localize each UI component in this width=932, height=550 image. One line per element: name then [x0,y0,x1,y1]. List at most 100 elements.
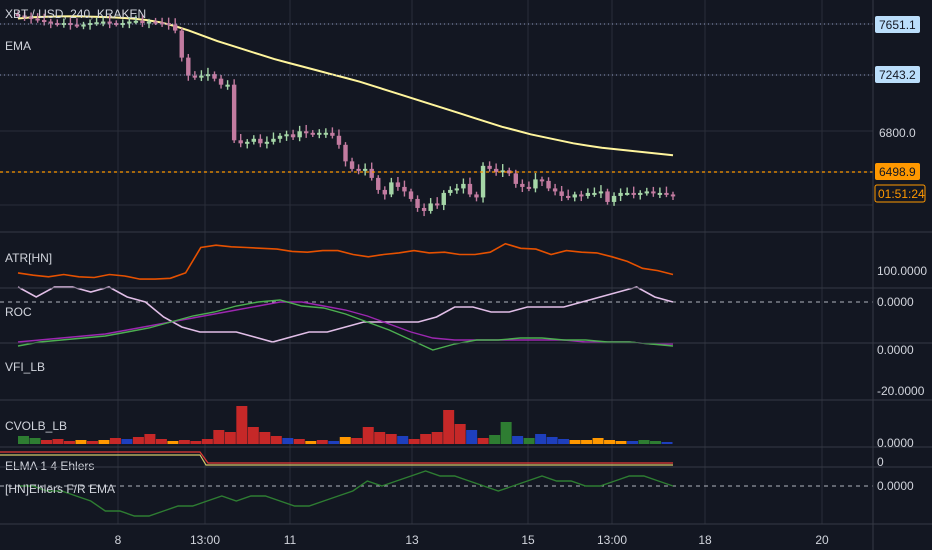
volume-bar [385,434,397,444]
candle-body [651,191,656,194]
candle-body [428,203,433,211]
atr-label[interactable]: ATR[HN] [5,251,52,265]
price-axis[interactable]: 7651.1 7243.2 6800.0 6498.9 01:51:24 100… [874,16,927,493]
volume-bar [535,434,547,444]
volume-bar [18,436,29,444]
volume-bar [167,441,179,444]
ema-label[interactable]: EMA [5,39,31,53]
candle-body [133,20,139,23]
candle-body [421,207,427,211]
candle-body [500,170,505,173]
volume-bar [52,439,64,444]
atr-pane[interactable]: ATR[HN] [5,242,674,280]
candle-body [624,192,630,195]
candle-body [507,170,512,174]
price-tag-level [875,66,920,83]
candle-body [598,191,604,194]
candle-body [22,15,27,18]
candle-body [310,132,315,135]
price-tag-high [875,16,920,33]
vfi-label[interactable]: VFI_LB [5,360,45,374]
volume-bar [247,427,259,444]
volume-bar [523,438,535,444]
candle-body [415,198,420,208]
candle-body [297,131,302,138]
volume-bar [397,436,409,444]
candle-body [173,24,178,31]
candle-body [487,165,492,169]
candle-body [395,182,401,187]
candle-body [120,23,125,26]
candle-body [408,191,414,199]
roc-series [17,286,674,343]
candle-body [664,192,669,195]
cvol-axis-value: 0.0000 [877,436,914,450]
ehlers-label[interactable]: [HN]Ehlers F/R EMA [5,482,115,496]
volume-bar [155,439,167,444]
volume-bar [627,441,639,444]
symbol-title[interactable]: XBT / USD, 240, KRAKEN [5,7,146,21]
roc-pane[interactable]: ROC [0,286,873,343]
cvol-label[interactable]: CVOLB_LB [5,419,67,433]
candle-body [343,144,348,162]
volume-bar [558,439,570,444]
candle-body [389,182,394,195]
candle-body [74,24,80,27]
candle-body [585,192,591,196]
candle-body [592,192,597,195]
volume-bar [581,440,593,444]
candle-body [100,21,106,24]
candle-body [192,75,198,78]
volume-bar [512,436,524,444]
time-label: 11 [284,533,297,547]
candle-body [107,21,112,24]
candle-body [467,183,473,195]
price-pane[interactable]: XBT / USD, 240, KRAKEN EMA [0,7,873,217]
ehlers-pane[interactable]: [HN]Ehlers F/R EMA [0,470,873,517]
volume-bar [132,437,144,444]
volume-bar [431,432,443,444]
elma-axis-value: 0 [877,455,884,469]
elma-pane[interactable]: ELMA 1 4 Ehlers [0,451,673,473]
candle-body [349,161,355,169]
atr-line [17,242,674,280]
candle-body [670,194,676,197]
countdown-tag [874,184,926,203]
elma-label[interactable]: ELMA 1 4 Ehlers [5,459,94,473]
candle-body [205,74,211,77]
ehlers-series [18,470,674,517]
time-axis[interactable]: 8 13:00 11 13 15 13:00 18 20 [115,533,829,547]
candle-body [35,18,40,21]
candle-body [68,23,73,26]
candle-body [657,192,663,195]
volume-bar [282,438,294,444]
volume-bar [293,439,305,444]
price-tag-level-text: 7243.2 [879,68,916,82]
candle-body [605,191,610,202]
candle-body [546,180,551,189]
candle-body [402,186,407,192]
candle-body [264,141,270,144]
volume-bar [477,438,489,444]
cvol-pane[interactable]: CVOLB_LB [5,406,673,444]
time-label: 18 [698,533,712,547]
candle-body [454,188,460,191]
volume-bar [420,434,432,444]
candle-body [448,189,453,193]
ema-line [17,15,674,157]
candle-body [225,84,230,87]
volume-bar [661,442,673,444]
candle-body [81,24,86,27]
roc-line [17,286,674,343]
candle-body [258,138,263,144]
volume-bar [569,440,581,444]
volume-bar [305,441,317,444]
volume-bar [86,441,98,444]
vfi-pane[interactable]: VFI_LB [5,299,674,374]
candle-body [474,194,479,198]
candle-body [631,192,636,195]
volume-bar [121,439,133,444]
candle-body [362,168,368,171]
roc-label[interactable]: ROC [5,305,32,319]
